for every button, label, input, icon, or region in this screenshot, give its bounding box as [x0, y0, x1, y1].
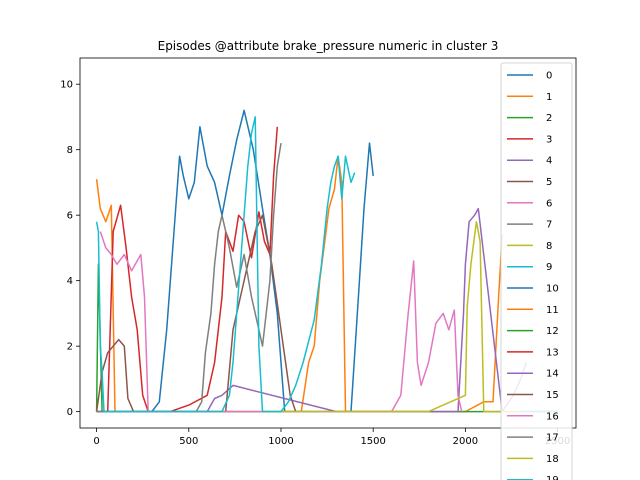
legend-label-9: 9 [546, 262, 552, 273]
y-tick-label: 6 [67, 211, 73, 222]
legend-label-11: 11 [546, 305, 559, 316]
y-tick-label: 8 [67, 145, 73, 156]
legend-label-19: 19 [546, 475, 559, 480]
series-9-line [95, 116, 356, 413]
x-tick-label: 1500 [360, 436, 385, 447]
legend: 012345678910111213141516171819 [500, 62, 573, 480]
x-tick-label: 2000 [453, 436, 478, 447]
legend-label-0: 0 [546, 71, 552, 82]
series-8-line [262, 220, 558, 413]
legend-label-16: 16 [546, 411, 559, 422]
legend-label-15: 15 [546, 390, 559, 401]
y-tick-label: 0 [67, 407, 73, 418]
legend-label-14: 14 [546, 369, 559, 380]
legend-label-7: 7 [546, 220, 552, 231]
legend-label-13: 13 [546, 347, 559, 358]
y-tick-label: 10 [60, 80, 73, 91]
legend-label-3: 3 [546, 134, 552, 145]
legend-label-4: 4 [546, 156, 552, 167]
series-0-line [96, 109, 374, 413]
legend-label-5: 5 [546, 177, 552, 188]
legend-label-1: 1 [546, 92, 552, 103]
plot-area-frame [79, 57, 577, 429]
x-tick-label: 500 [179, 436, 198, 447]
legend-label-18: 18 [546, 454, 559, 465]
legend-label-12: 12 [546, 326, 559, 337]
legend-label-6: 6 [546, 198, 552, 209]
y-tick-label: 2 [67, 342, 73, 353]
series-layer [95, 109, 558, 413]
series-6-line [99, 231, 463, 413]
legend-box [500, 62, 573, 480]
x-tick-label: 0 [93, 436, 99, 447]
x-axis: 05001000150020002500 [93, 428, 570, 447]
series-4-line [96, 207, 527, 413]
series-3-line [96, 126, 279, 413]
y-tick-label: 4 [67, 276, 73, 287]
x-tick-label: 1000 [268, 436, 293, 447]
y-axis: 0 2 4 6 8 10 [60, 80, 80, 418]
legend-label-10: 10 [546, 284, 559, 295]
legend-label-17: 17 [546, 433, 559, 444]
legend-label-2: 2 [546, 113, 552, 124]
legend-label-8: 8 [546, 241, 552, 252]
series-7-line [96, 142, 282, 413]
chart-title: Episodes @attribute brake_pressure numer… [158, 39, 499, 53]
